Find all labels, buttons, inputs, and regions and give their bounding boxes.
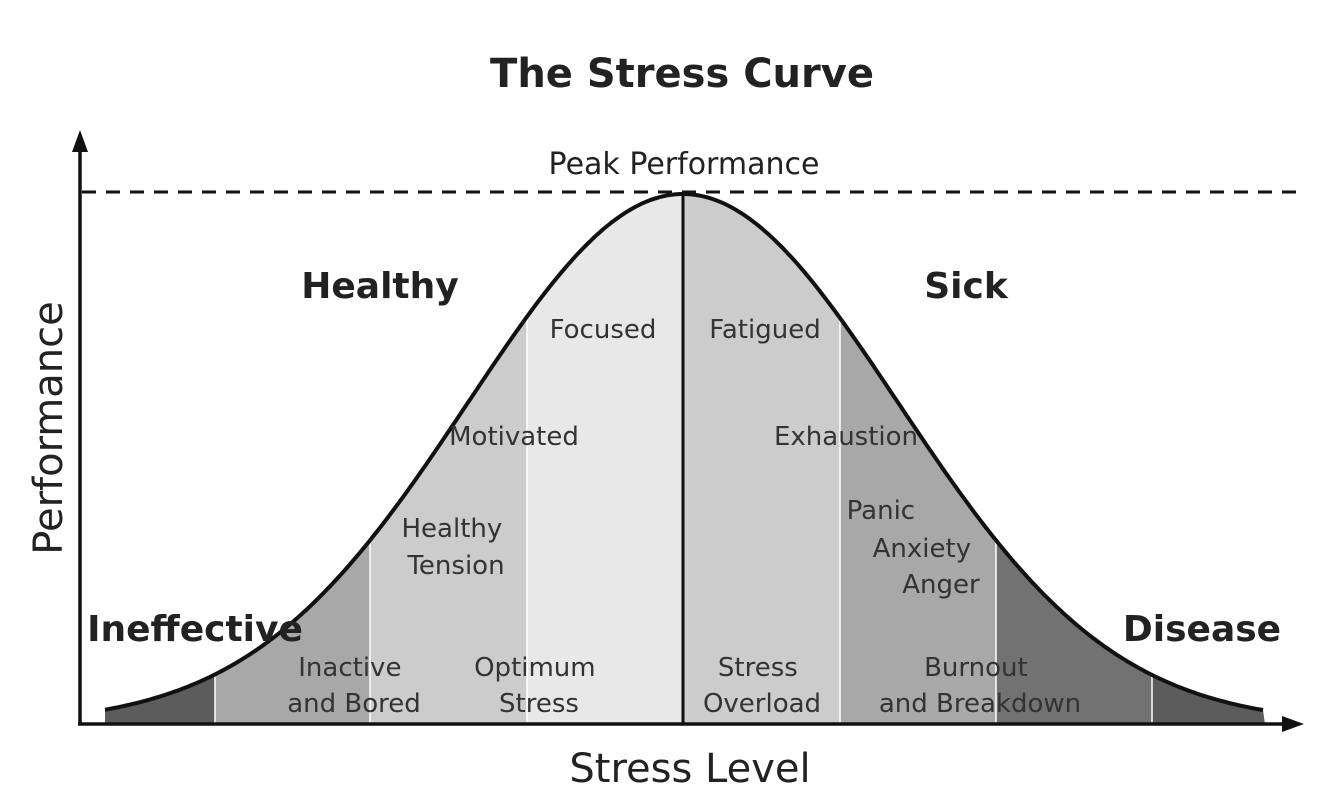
- y-axis-label: Performance: [26, 301, 72, 554]
- state-exhaustion: Exhaustion: [774, 422, 918, 452]
- zone-optimum-stress: Optimum Stress: [474, 653, 604, 719]
- x-axis-arrow: [1282, 716, 1304, 732]
- state-panic-anxiety-anger: Panic Anxiety Anger: [847, 496, 980, 600]
- state-focused: Focused: [550, 315, 657, 345]
- heading-healthy: Healthy: [301, 266, 458, 307]
- state-motivated: Motivated: [449, 422, 579, 452]
- heading-sick: Sick: [924, 266, 1009, 307]
- x-axis-label: Stress Level: [569, 746, 810, 792]
- zone-burnout-and-breakdown: Burnout and Breakdown: [879, 653, 1081, 719]
- state-fatigued: Fatigued: [709, 315, 820, 345]
- y-axis-arrow: [72, 130, 88, 152]
- zone-inactive-and-bored: Inactive and Bored: [287, 653, 421, 719]
- diagram-title: The Stress Curve: [490, 51, 874, 97]
- state-healthy-tension: Healthy Tension: [401, 514, 510, 581]
- bell-curve: [104, 192, 1264, 713]
- heading-disease: Disease: [1123, 609, 1281, 650]
- heading-ineffective: Ineffective: [87, 609, 303, 650]
- zone-stress-overload: Stress Overload: [703, 653, 821, 719]
- peak-performance-label: Peak Performance: [549, 147, 820, 182]
